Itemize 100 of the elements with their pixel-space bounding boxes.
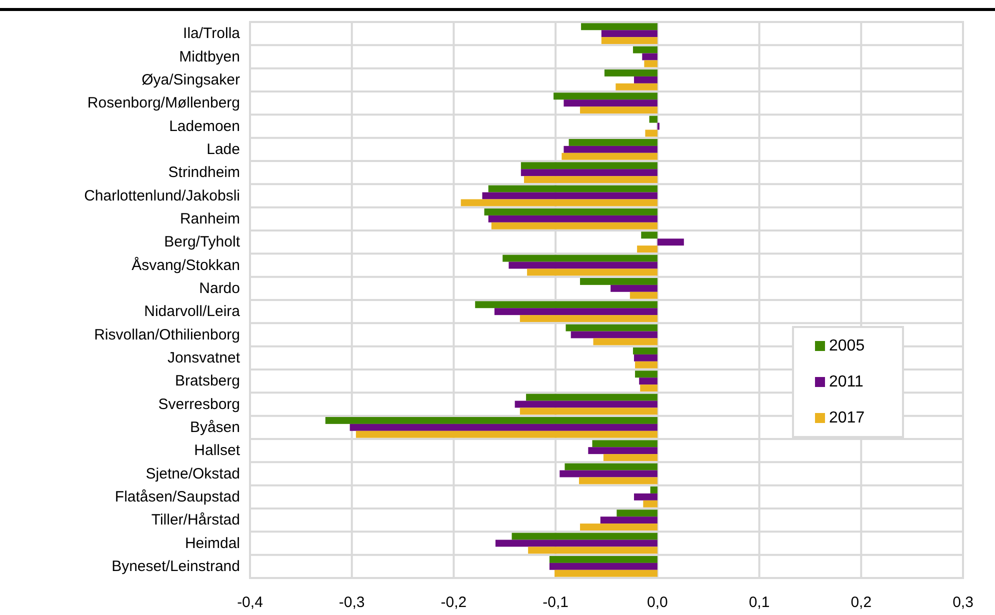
bar [508, 262, 658, 269]
y-tick-label: Rosenborg/Møllenberg [87, 94, 240, 112]
bar [635, 370, 658, 378]
y-tick-label: Flatåsen/Saupstad [114, 488, 240, 506]
bar [634, 493, 658, 500]
bar [634, 354, 658, 362]
bar [639, 378, 658, 385]
y-tick-label: Strindheim [168, 164, 240, 182]
bar [549, 556, 658, 563]
y-tick-label: Åsvang/Stokkan [132, 256, 240, 274]
bar [640, 384, 658, 392]
bar [592, 440, 658, 448]
legend-label: 2017 [829, 410, 865, 426]
y-tick-label: Jonsvatnet [167, 349, 241, 366]
bar [600, 516, 658, 524]
y-tick-label: Ila/Trolla [183, 25, 241, 42]
bar [657, 238, 684, 246]
y-tick-label: Nidarvoll/Leira [144, 303, 241, 320]
bar [630, 292, 658, 299]
bar [482, 192, 658, 200]
bar [570, 331, 658, 338]
x-tick-label: -0,1 [542, 594, 568, 611]
bar [601, 37, 658, 44]
bar [520, 408, 658, 415]
bar [650, 486, 658, 494]
bar [325, 416, 658, 424]
bar [580, 278, 658, 285]
bar [616, 83, 658, 90]
y-tick-label: Lademoen [169, 118, 240, 135]
bar [495, 540, 658, 547]
bar [581, 23, 658, 30]
bar [502, 254, 658, 262]
bar [564, 146, 658, 153]
bar [488, 215, 658, 222]
bar [568, 138, 658, 146]
bar [494, 308, 658, 316]
bar [356, 430, 658, 438]
bar [528, 546, 658, 554]
bar [635, 361, 658, 368]
bar [350, 424, 658, 431]
bar [637, 246, 658, 253]
bar [475, 301, 658, 308]
bar [460, 199, 658, 206]
bar [520, 169, 658, 176]
y-tick-label: Tiller/Hårstad [151, 512, 240, 529]
x-tick-label: 0,1 [748, 594, 770, 611]
bar [564, 100, 658, 107]
y-tick-label: Byåsen [190, 418, 240, 436]
bar [566, 324, 658, 332]
bar [526, 394, 658, 401]
bar [645, 130, 658, 137]
y-tick-label: Bratsberg [174, 372, 240, 390]
bar [604, 69, 658, 76]
bar [632, 347, 658, 354]
x-tick-label: 0,2 [850, 594, 872, 611]
bar [491, 222, 658, 230]
bar [484, 208, 658, 216]
bar [579, 477, 658, 484]
bar [642, 53, 658, 60]
y-tick-label: Byneset/Leinstrand [112, 558, 240, 575]
y-tick-label: Sjetne/Okstad [146, 465, 240, 482]
y-tick-label: Charlottenlund/Jakobsli [84, 187, 240, 204]
bar [520, 162, 658, 170]
bar [520, 315, 658, 322]
bar [616, 510, 658, 517]
y-tick-label: Lade [206, 140, 240, 158]
bar [514, 400, 658, 408]
bar [634, 76, 658, 84]
y-tick-label: Midtbyen [179, 48, 240, 66]
bar [641, 232, 658, 239]
bar [527, 268, 658, 276]
y-tick-label: Hallset [194, 442, 241, 460]
bar [549, 562, 658, 570]
bar [643, 500, 658, 508]
y-tick-label: Risvollan/Othilienborg [94, 326, 240, 344]
bar [601, 30, 658, 38]
bar [488, 185, 658, 192]
bar [562, 152, 658, 160]
bar [644, 60, 658, 68]
y-tick-label: Sverresborg [158, 396, 240, 413]
bar [588, 447, 658, 454]
bar [649, 116, 658, 123]
x-tick-label: -0,4 [237, 594, 263, 611]
x-tick-label: -0,2 [440, 594, 467, 611]
bar [610, 284, 658, 292]
x-tick-label: 0,0 [647, 594, 668, 611]
y-tick-label: Ranheim [180, 210, 240, 228]
bar [580, 106, 658, 114]
y-tick-label: Nardo [199, 280, 240, 297]
y-tick-label: Berg/Tyholt [164, 234, 241, 251]
x-tick-label: 0,3 [952, 594, 974, 611]
legend-label: 2011 [829, 374, 864, 390]
bar [524, 176, 658, 184]
legend-label: 2005 [829, 338, 865, 354]
y-tick-label: Øya/Singsaker [142, 71, 240, 88]
bar [632, 46, 658, 54]
y-tick-label: Heimdal [184, 534, 240, 552]
bar [554, 570, 658, 577]
bar [564, 463, 658, 470]
bar [593, 338, 658, 346]
